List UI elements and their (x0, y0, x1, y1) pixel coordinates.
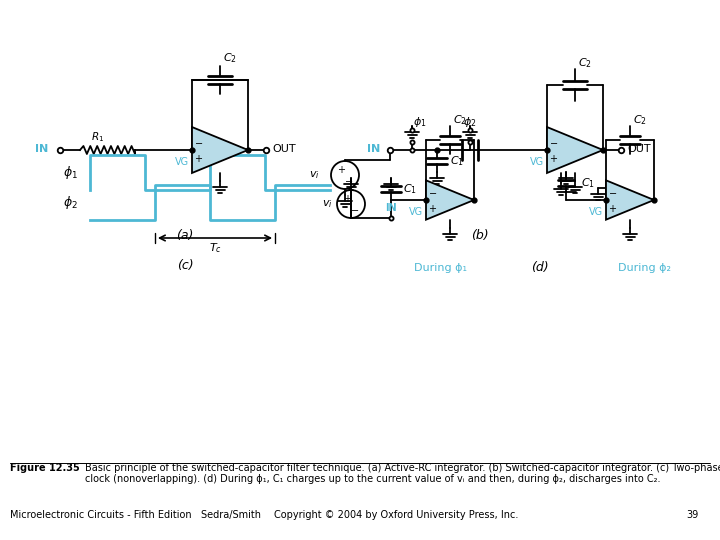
Polygon shape (606, 180, 654, 220)
Text: $C_1$: $C_1$ (450, 154, 464, 168)
Text: OUT: OUT (272, 144, 296, 154)
Text: $C_2$: $C_2$ (453, 113, 467, 127)
Text: OUT: OUT (627, 144, 651, 154)
Text: $-$: $-$ (428, 187, 438, 197)
Text: VG: VG (175, 157, 189, 167)
Text: $v_i$: $v_i$ (310, 169, 320, 181)
Text: IN: IN (35, 144, 48, 154)
Text: During ϕ₂: During ϕ₂ (618, 263, 672, 273)
Text: $-$: $-$ (351, 204, 359, 214)
Text: +: + (337, 165, 345, 175)
Text: Copyright © 2004 by Oxford University Press, Inc.: Copyright © 2004 by Oxford University Pr… (274, 510, 518, 521)
Text: $R_1$: $R_1$ (91, 130, 104, 144)
Text: (c): (c) (176, 259, 193, 272)
Text: $C_2$: $C_2$ (578, 56, 592, 70)
Polygon shape (192, 127, 248, 173)
Text: $v_i$: $v_i$ (323, 198, 333, 210)
Polygon shape (547, 127, 603, 173)
Text: Figure 12.35: Figure 12.35 (10, 463, 80, 473)
Text: $C_2$: $C_2$ (633, 113, 647, 127)
Text: 39: 39 (686, 510, 698, 521)
Text: VG: VG (530, 157, 544, 167)
Text: $+$: $+$ (608, 204, 618, 214)
Text: Basic principle of the switched-capacitor filter technique. (a) Active-RC integr: Basic principle of the switched-capacito… (85, 463, 720, 484)
Text: $-$: $-$ (194, 137, 204, 147)
Text: Microelectronic Circuits - Fifth Edition   Sedra/Smith: Microelectronic Circuits - Fifth Edition… (10, 510, 261, 521)
Text: $\phi_2$: $\phi_2$ (463, 115, 477, 129)
Text: $-$: $-$ (608, 187, 618, 197)
Text: IN: IN (366, 144, 380, 154)
Text: +: + (343, 194, 351, 204)
Text: $+$: $+$ (428, 204, 438, 214)
Text: $C_2$: $C_2$ (223, 51, 237, 65)
Text: $\phi_1$: $\phi_1$ (413, 115, 427, 129)
Text: $-$: $-$ (549, 137, 559, 147)
Text: VG: VG (409, 207, 423, 217)
Text: $C_1$: $C_1$ (403, 182, 417, 196)
Text: $+$: $+$ (549, 153, 559, 165)
Text: $\phi_2$: $\phi_2$ (63, 194, 78, 211)
Polygon shape (426, 180, 474, 220)
Text: $-$: $-$ (344, 175, 354, 185)
Text: $\phi_1$: $\phi_1$ (63, 164, 78, 181)
Text: (b): (b) (471, 228, 489, 241)
Text: VG: VG (589, 207, 603, 217)
Text: $C_1$: $C_1$ (581, 176, 595, 190)
Text: During ϕ₁: During ϕ₁ (413, 263, 467, 273)
Text: (d): (d) (531, 261, 549, 274)
Text: (a): (a) (176, 228, 194, 241)
Text: $+$: $+$ (194, 153, 204, 165)
Text: $T_c$: $T_c$ (209, 241, 222, 255)
Text: IN: IN (385, 203, 397, 213)
